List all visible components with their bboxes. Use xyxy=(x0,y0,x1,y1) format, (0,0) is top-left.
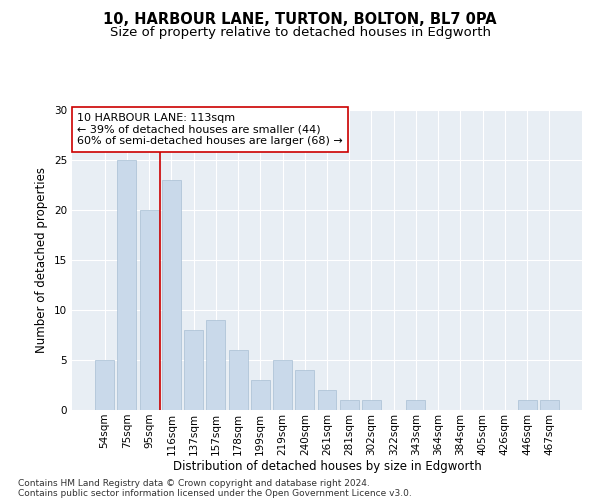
Bar xyxy=(206,320,225,410)
Bar xyxy=(518,400,536,410)
X-axis label: Distribution of detached houses by size in Edgworth: Distribution of detached houses by size … xyxy=(173,460,481,473)
Bar xyxy=(251,380,270,410)
Bar xyxy=(340,400,359,410)
Bar xyxy=(95,360,114,410)
Bar xyxy=(184,330,203,410)
Bar xyxy=(540,400,559,410)
Bar xyxy=(162,180,181,410)
Bar xyxy=(140,210,158,410)
Bar xyxy=(406,400,425,410)
Text: 10, HARBOUR LANE, TURTON, BOLTON, BL7 0PA: 10, HARBOUR LANE, TURTON, BOLTON, BL7 0P… xyxy=(103,12,497,28)
Text: Contains HM Land Registry data © Crown copyright and database right 2024.: Contains HM Land Registry data © Crown c… xyxy=(18,478,370,488)
Text: Size of property relative to detached houses in Edgworth: Size of property relative to detached ho… xyxy=(110,26,491,39)
Bar xyxy=(229,350,248,410)
Bar xyxy=(295,370,314,410)
Bar xyxy=(273,360,292,410)
Bar xyxy=(118,160,136,410)
Bar xyxy=(362,400,381,410)
Text: 10 HARBOUR LANE: 113sqm
← 39% of detached houses are smaller (44)
60% of semi-de: 10 HARBOUR LANE: 113sqm ← 39% of detache… xyxy=(77,113,343,146)
Y-axis label: Number of detached properties: Number of detached properties xyxy=(35,167,49,353)
Bar xyxy=(317,390,337,410)
Text: Contains public sector information licensed under the Open Government Licence v3: Contains public sector information licen… xyxy=(18,488,412,498)
